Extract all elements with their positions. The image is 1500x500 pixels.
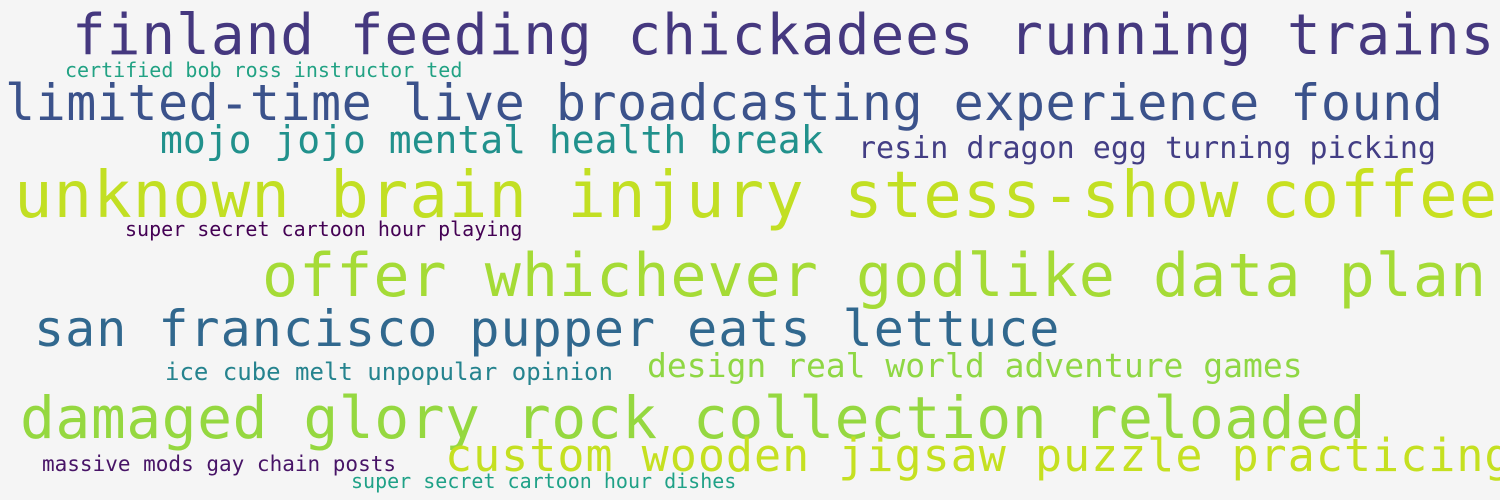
word-cloud-term: massive mods gay chain posts bbox=[42, 452, 397, 476]
word-cloud-term: super secret cartoon hour playing bbox=[125, 217, 523, 241]
word-cloud-term: limited-time live broadcasting experienc… bbox=[5, 74, 1444, 132]
word-cloud-term: certified bob ross instructor ted bbox=[65, 58, 463, 82]
word-cloud-term: finland feeding chickadees running train… bbox=[72, 3, 1496, 68]
word-cloud-term: custom wooden jigsaw puzzle practicing bbox=[445, 429, 1500, 482]
word-cloud-term: unknown brain injury stess-show bbox=[14, 159, 1240, 233]
word-cloud-term: damaged glory rock collection reloaded bbox=[20, 384, 1366, 452]
word-cloud-term: offer whichever godlike data plan bbox=[262, 241, 1488, 311]
word-cloud-term: super secret cartoon hour dishes bbox=[351, 469, 737, 493]
word-cloud-term: resin dragon egg turning picking bbox=[858, 131, 1436, 166]
word-cloud-term: san francisco pupper eats lettuce bbox=[34, 300, 1061, 358]
word-cloud-term: coffee bbox=[1261, 159, 1499, 233]
word-cloud-term: ice cube melt unpopular opinion bbox=[165, 358, 613, 386]
word-cloud-term: mojo jojo mental health break bbox=[160, 118, 824, 162]
word-cloud-term: design real world adventure games bbox=[647, 346, 1303, 385]
